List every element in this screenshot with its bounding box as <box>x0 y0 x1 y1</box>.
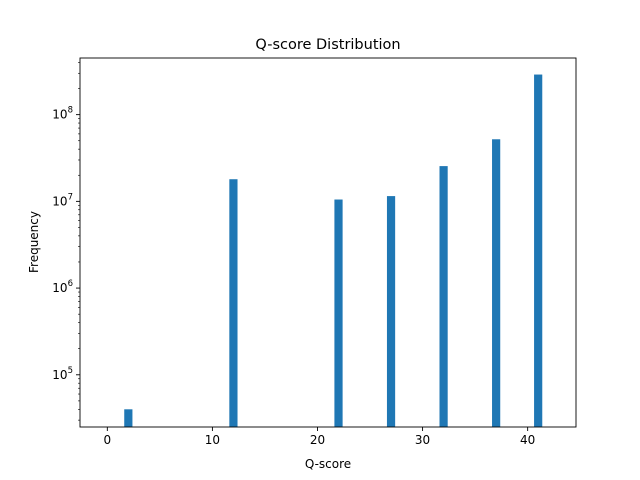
y-tick-label: 107 <box>52 192 73 208</box>
x-tick-label: 0 <box>104 433 112 447</box>
x-tick-label: 20 <box>310 433 325 447</box>
bars-group <box>124 74 543 427</box>
bar-q37 <box>492 139 501 427</box>
x-tick-label: 10 <box>205 433 220 447</box>
y-axis-label: Frequency <box>27 211 41 273</box>
plot-frame <box>79 57 577 428</box>
bar-q2 <box>124 409 133 427</box>
x-axis-ticks: 0 10 20 30 40 <box>104 427 535 447</box>
y-axis-ticks: 105 106 107 108 <box>52 62 80 421</box>
x-tick-label: 40 <box>520 433 535 447</box>
bar-q27 <box>386 196 396 427</box>
bar-q32 <box>439 166 448 427</box>
y-tick-label: 105 <box>52 366 73 382</box>
x-axis-label: Q-score <box>305 457 351 471</box>
bar-q22 <box>334 199 343 427</box>
bar-q12 <box>229 179 238 427</box>
y-tick-label: 108 <box>52 106 73 122</box>
y-tick-label: 106 <box>52 279 73 295</box>
bar-q41 <box>534 74 543 427</box>
x-tick-label: 30 <box>415 433 430 447</box>
chart-title: Q-score Distribution <box>255 37 400 53</box>
